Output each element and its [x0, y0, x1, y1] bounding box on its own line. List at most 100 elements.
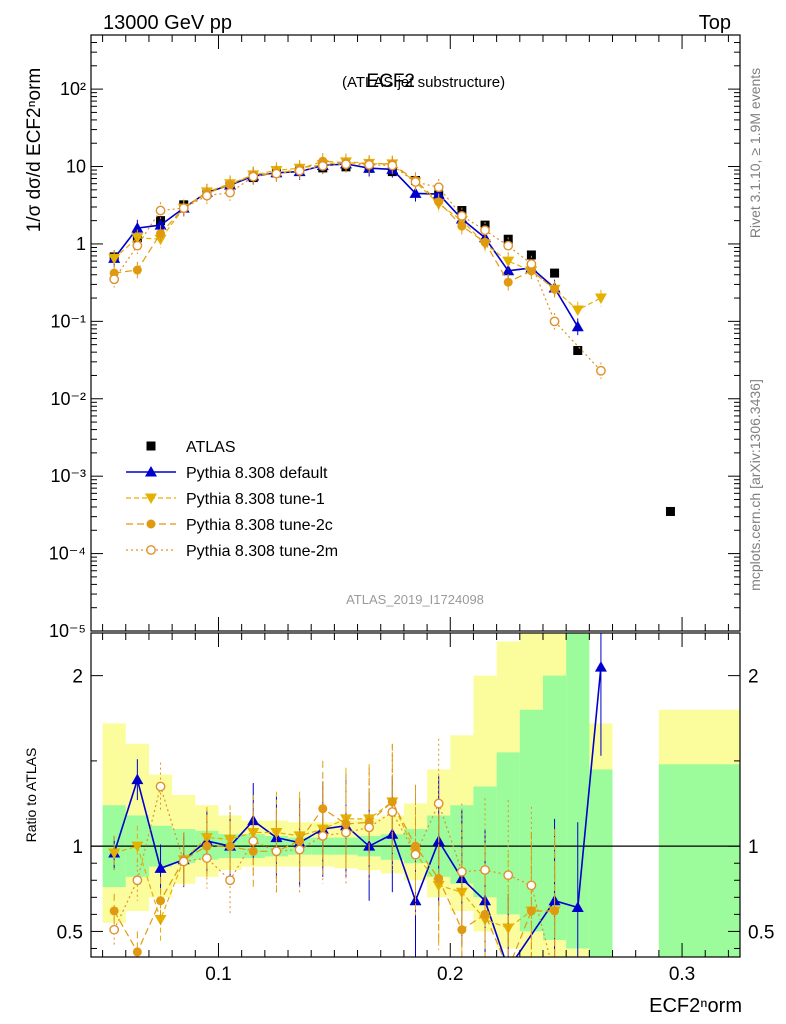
point-tune2m [364, 159, 375, 170]
ratio-point-default [571, 901, 584, 913]
point-tune2m [271, 168, 282, 179]
series-tune2m [109, 155, 606, 380]
ratio-point-default [154, 862, 167, 873]
point-tune2m [155, 205, 166, 216]
point-tune2m [248, 171, 259, 182]
point-tune2c [156, 229, 166, 239]
legend-marker-tune2c [146, 519, 156, 529]
point-tune1 [594, 293, 607, 305]
point-tune2m [294, 165, 305, 176]
ratio-point-tune1 [154, 914, 167, 926]
point-tune2m [526, 259, 537, 269]
ratio-y-tick-label-right: 0.5 [748, 922, 774, 943]
ratio-band-inner [542, 675, 567, 940]
point-tune2c [132, 265, 142, 275]
ratio-point-tune2c [109, 906, 119, 916]
ratio-point-tune2c [156, 896, 166, 906]
legend-marker-default [145, 466, 157, 477]
x-axis-label: ECF2ⁿorm [649, 995, 742, 1017]
ratio-point-tune2m [294, 844, 305, 855]
point-tune2c [457, 221, 467, 231]
legend-label-default: Pythia 8.308 default [186, 465, 328, 482]
point-tune2m [480, 225, 490, 236]
ratio-band-inner [566, 633, 590, 949]
ratio-point-tune2m [550, 972, 558, 980]
ratio-point-tune2c [387, 797, 397, 807]
x-tick-label: 0.2 [437, 964, 463, 985]
point-tune2m [387, 160, 398, 171]
main-y-label: 1/σ dσ/d ECF2ⁿorm [24, 68, 45, 233]
ratio-point-tune2m [317, 831, 328, 841]
ratio-x-axis: 0.1 0.2 0.3 [102, 633, 729, 985]
ratio-point-tune2c [341, 819, 351, 829]
y-tick-label: 10² [60, 79, 86, 99]
legend-marker-tune1 [145, 493, 157, 504]
point-tune2m [456, 211, 467, 221]
ratio-point-tune2m [480, 865, 490, 875]
point-tune2m [178, 203, 189, 214]
point-tune2c [503, 277, 513, 287]
y-tick-label: 10⁻⁴ [49, 544, 86, 564]
ratio-point-tune2m [225, 875, 235, 886]
ratio-point-tune2m [155, 781, 166, 792]
point-tune2m [201, 190, 212, 201]
ratio-point-tune2m [503, 870, 514, 881]
point-tune2m [132, 240, 143, 251]
ratio-band-inner [589, 769, 613, 957]
ratio-y-tick-label: 2 [72, 667, 83, 688]
legend: ATLAS Pythia 8.308 default Pythia 8.308 tu… [126, 439, 338, 560]
y-tick-label: 10⁻⁵ [49, 621, 86, 641]
ratio-y-axis: 0.5 0.5 1 1 2 2 [57, 667, 774, 949]
ratio-y-tick-label-right: 1 [748, 837, 759, 858]
y-tick-label: 10 [66, 157, 86, 177]
x-tick-label: 0.3 [669, 964, 695, 985]
ratio-point-tune2m [178, 856, 189, 867]
point-tune2m [225, 187, 235, 198]
point-tune2c [480, 237, 490, 247]
point-tune2m [433, 182, 444, 193]
ratio-point-tune2c [550, 906, 560, 916]
mcplots-note: mcplots.cern.ch [arXiv:1306.3436] [747, 379, 763, 591]
series-line-tune1 [113, 161, 602, 311]
series-atlas [109, 162, 675, 516]
ratio-point-tune2m [456, 866, 467, 877]
point-default [502, 264, 515, 276]
point-atlas [526, 250, 536, 260]
ratio-point-tune1 [131, 841, 144, 853]
ratio-point-tune1 [455, 887, 468, 899]
point-tune2m [503, 240, 514, 251]
point-default [432, 188, 445, 199]
corner-label: Top [699, 12, 731, 34]
point-tune1 [108, 253, 121, 265]
point-atlas [480, 220, 490, 230]
series-tune1 [108, 153, 607, 319]
plot-title-main: ECF2 [366, 71, 415, 92]
ratio-point-tune2c [504, 964, 513, 973]
ratio-band-inner [519, 709, 543, 932]
series-tune2c [109, 152, 560, 298]
main-y-axis: 10⁻⁵ 10⁻⁴ 10⁻³ 10⁻² 10⁻¹ 1 10 10² [49, 34, 740, 641]
ratio-point-tune2m [387, 807, 398, 817]
legend-label-atlas: ATLAS [186, 439, 236, 456]
ratio-point-tune2c [526, 906, 536, 916]
ratio-y-tick-label: 1 [72, 837, 83, 858]
ratio-point-tune1 [108, 848, 121, 859]
y-tick-label: 10⁻² [50, 389, 86, 409]
point-tune2c [434, 197, 444, 207]
point-default [154, 219, 167, 230]
ratio-y-label: Ratio to ATLAS [23, 748, 39, 843]
ratio-y-tick-label: 0.5 [57, 922, 83, 943]
ratio-point-tune2m [271, 846, 282, 857]
ratio-panel: 0.5 0.5 1 1 2 2 0.1 0.2 0.3 Ratio to ATLAS ECF2… [23, 632, 774, 1017]
legend-marker-atlas [146, 441, 156, 451]
ratio-y-tick-label-right: 2 [748, 667, 759, 688]
legend-marker-tune2m [146, 545, 156, 555]
ratio-point-default [131, 773, 144, 785]
ratio-point-tune2m [364, 822, 375, 833]
ratio-band-inner [496, 752, 520, 915]
point-tune2m [596, 365, 606, 376]
point-tune1 [571, 305, 584, 317]
ratio-point-tune2c [248, 846, 258, 856]
ratio-frame [90, 632, 741, 958]
ratio-plot-area [91, 633, 740, 980]
